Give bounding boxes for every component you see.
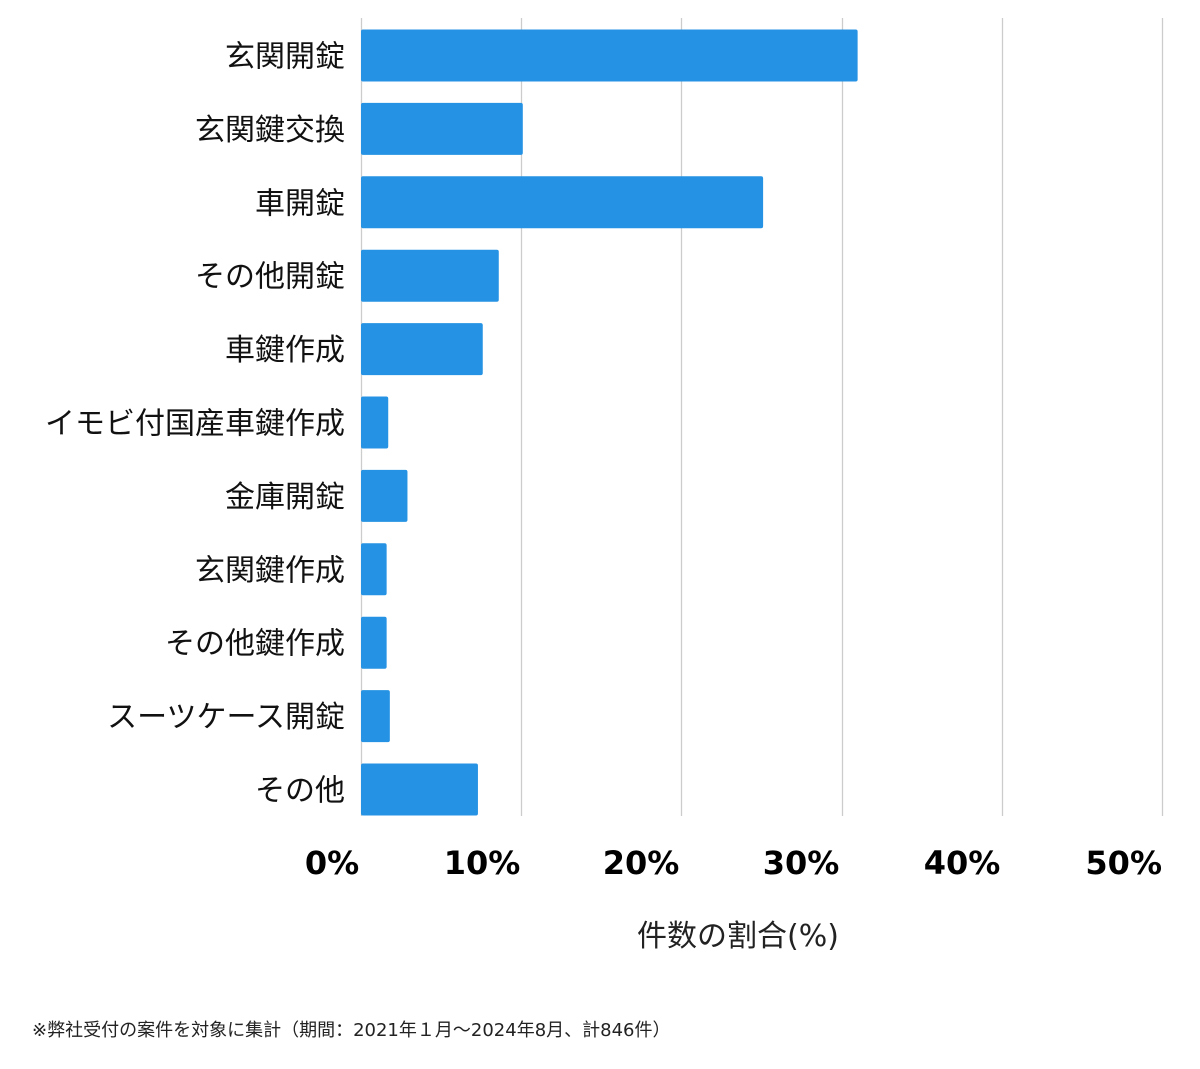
category-label: イモビ付国産車鍵作成 — [45, 407, 345, 442]
category-label: その他 — [255, 774, 345, 809]
category-labels: 玄関開錠玄関鍵交換車開錠その他開錠車鍵作成イモビ付国産車鍵作成金庫開錠玄関鍵作成… — [45, 40, 345, 809]
x-axis-ticks: 0% 10% 20% 30% 40% 50% — [305, 844, 1162, 882]
bar — [361, 102, 523, 155]
category-label: 玄関開錠 — [225, 40, 345, 75]
x-tick-label: 30% — [763, 844, 840, 882]
category-label: 玄関鍵作成 — [195, 553, 345, 588]
category-label: 玄関鍵交換 — [195, 113, 345, 148]
bar — [361, 763, 478, 816]
bar — [361, 469, 408, 522]
bars — [361, 29, 858, 816]
bar — [361, 543, 387, 596]
x-tick-label: 0% — [305, 844, 359, 882]
category-label: 車鍵作成 — [225, 333, 345, 368]
category-label: その他開錠 — [195, 260, 345, 295]
category-label: 車開錠 — [255, 186, 345, 221]
bar — [361, 616, 387, 669]
category-label: その他鍵作成 — [165, 627, 345, 662]
bar — [361, 396, 389, 449]
bar — [361, 690, 390, 743]
category-label: 金庫開錠 — [225, 480, 345, 515]
x-tick-label: 50% — [1085, 844, 1162, 882]
footnote: ※弊社受付の案件を対象に集計（期間：2021年１月〜2024年8月、計846件） — [32, 1020, 671, 1041]
x-tick-label: 40% — [924, 844, 1001, 882]
category-label: スーツケース開錠 — [107, 700, 345, 735]
bar — [361, 176, 764, 229]
bar — [361, 29, 858, 82]
x-tick-label: 20% — [603, 844, 680, 882]
x-axis-title: 件数の割合(%) — [637, 919, 839, 954]
bar — [361, 323, 483, 376]
x-tick-label: 10% — [444, 844, 521, 882]
bar — [361, 249, 499, 302]
